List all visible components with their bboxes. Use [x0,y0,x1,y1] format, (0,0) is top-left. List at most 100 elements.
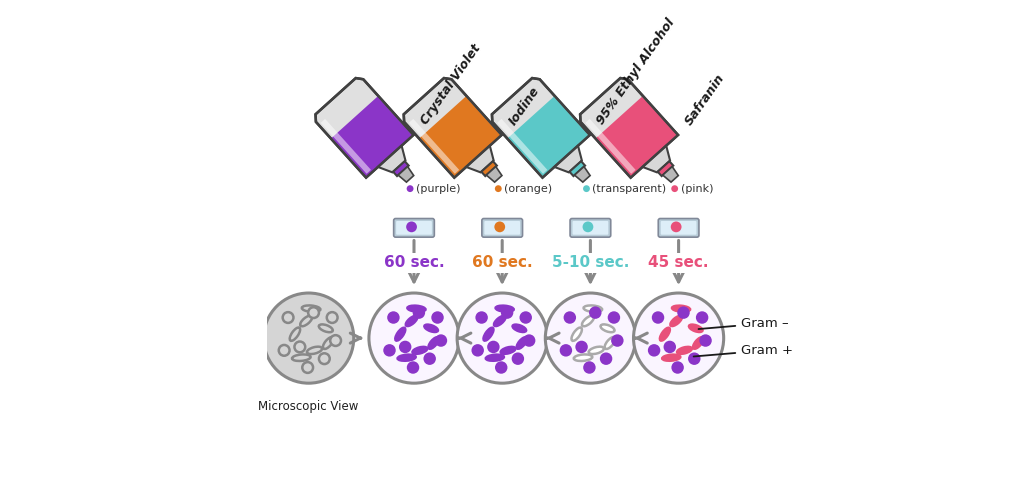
Ellipse shape [424,324,438,332]
Circle shape [502,307,512,318]
Ellipse shape [584,305,602,312]
Circle shape [472,345,483,356]
Circle shape [330,335,341,346]
Text: 60 sec.: 60 sec. [472,255,532,270]
Circle shape [665,342,675,352]
Ellipse shape [689,324,702,332]
Circle shape [590,307,601,318]
Circle shape [584,362,595,373]
Polygon shape [486,167,502,182]
Polygon shape [497,119,548,174]
Ellipse shape [290,327,300,341]
FancyBboxPatch shape [658,219,699,237]
FancyBboxPatch shape [393,219,434,237]
Circle shape [520,312,531,323]
Circle shape [512,353,523,364]
Circle shape [608,312,620,323]
Ellipse shape [307,346,323,354]
Ellipse shape [582,316,594,326]
Polygon shape [663,167,678,182]
Ellipse shape [571,327,582,341]
Polygon shape [596,97,677,177]
Ellipse shape [302,305,321,312]
Ellipse shape [677,346,692,354]
Polygon shape [581,78,678,177]
FancyBboxPatch shape [572,221,608,235]
Circle shape [577,342,587,352]
Text: Crystal Violet: Crystal Violet [418,42,483,127]
Text: Microscopic View: Microscopic View [258,400,358,414]
Ellipse shape [693,337,703,349]
Polygon shape [657,161,674,176]
Text: Safranin: Safranin [683,72,727,127]
Circle shape [672,185,678,192]
Polygon shape [481,161,497,176]
Text: Iodine: Iodine [506,84,542,127]
Polygon shape [409,119,459,174]
Polygon shape [554,146,582,172]
Circle shape [678,307,689,318]
Circle shape [414,307,424,318]
Ellipse shape [512,324,526,332]
Ellipse shape [292,354,310,361]
Polygon shape [332,97,413,177]
Circle shape [318,353,330,364]
Ellipse shape [573,354,592,361]
Circle shape [583,185,590,192]
Text: 60 sec.: 60 sec. [384,255,444,270]
Circle shape [388,312,398,323]
Polygon shape [586,119,636,174]
Circle shape [408,362,419,373]
Ellipse shape [672,305,690,312]
Text: (pink): (pink) [681,184,713,194]
Circle shape [495,221,505,232]
Circle shape [476,312,487,323]
Circle shape [700,335,711,346]
Circle shape [263,293,353,383]
FancyBboxPatch shape [660,221,696,235]
Circle shape [432,312,443,323]
Ellipse shape [662,354,681,361]
Ellipse shape [501,346,516,354]
Text: (transparent): (transparent) [592,184,667,194]
Ellipse shape [605,337,615,349]
Text: Gram –: Gram – [698,317,788,330]
Circle shape [649,345,659,356]
Circle shape [671,221,682,232]
Circle shape [302,362,313,373]
Circle shape [407,221,417,232]
Polygon shape [569,161,585,176]
Text: 5-10 sec.: 5-10 sec. [552,255,629,270]
Polygon shape [508,97,589,177]
Ellipse shape [516,337,527,349]
Polygon shape [315,78,414,177]
Circle shape [327,312,338,323]
Ellipse shape [323,337,334,349]
Ellipse shape [496,305,514,312]
Ellipse shape [600,324,614,332]
Circle shape [583,221,593,232]
Circle shape [523,335,535,346]
Circle shape [495,185,502,192]
Circle shape [612,335,623,346]
Ellipse shape [408,305,426,312]
Circle shape [457,293,547,383]
Polygon shape [642,146,670,172]
Circle shape [369,293,459,383]
Polygon shape [398,167,414,182]
Ellipse shape [397,354,416,361]
Text: (purple): (purple) [416,184,461,194]
Circle shape [652,312,664,323]
Ellipse shape [483,327,494,341]
Polygon shape [466,146,494,172]
Circle shape [672,362,683,373]
Polygon shape [321,119,371,174]
Polygon shape [492,78,590,177]
Text: 45 sec.: 45 sec. [648,255,709,270]
Ellipse shape [300,316,312,326]
Ellipse shape [395,327,406,341]
Circle shape [546,293,636,383]
Polygon shape [393,161,409,176]
Ellipse shape [406,316,418,326]
Text: Gram +: Gram + [693,344,793,357]
